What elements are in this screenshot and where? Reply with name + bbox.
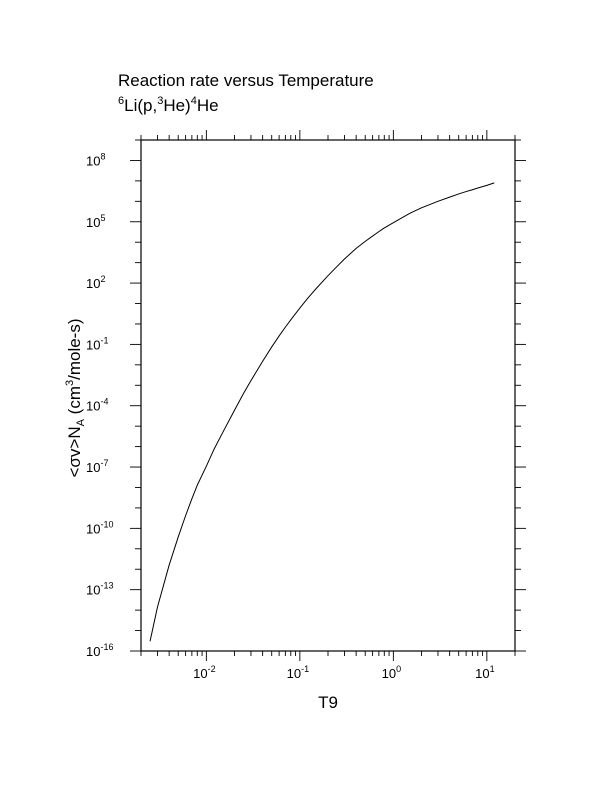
chart-title: Reaction rate versus Temperature <box>118 71 374 90</box>
y-tick-label: 10-1 <box>86 335 108 352</box>
x-tick-label: 10-1 <box>287 664 309 681</box>
subtitle-part1: Li(p, <box>124 96 157 115</box>
subtitle-sup1: 6 <box>118 95 124 107</box>
y-tick-label: 105 <box>86 213 105 230</box>
major-ticks <box>130 130 526 661</box>
x-tick-label: 100 <box>382 664 401 681</box>
subtitle-sup3: 4 <box>191 95 197 107</box>
y-tick-label: 10-13 <box>86 581 113 598</box>
y-tick-label: 10-16 <box>86 642 113 659</box>
minor-ticks <box>135 135 521 656</box>
y-tick-label: 10-4 <box>86 397 108 414</box>
ylabel-part3: /mole-s) <box>65 318 84 379</box>
chart-subtitle: 6Li(p,3He)4He <box>118 95 219 115</box>
y-axis-label: <σv>NA (cm3/mole-s) <box>64 318 87 477</box>
y-tick-label: 10-10 <box>86 519 113 536</box>
series-line <box>149 182 495 642</box>
x-tick-label: 101 <box>475 664 494 681</box>
plot-frame <box>140 139 516 652</box>
y-tick-label: 10-7 <box>86 458 108 475</box>
ylabel-part2: (cm <box>65 386 84 419</box>
ylabel-part1: <σv>N <box>65 426 84 477</box>
subtitle-sup2: 3 <box>157 95 163 107</box>
y-tick-label: 108 <box>86 151 105 168</box>
x-tick-label: 10-2 <box>193 664 215 681</box>
ylabel-sup: 3 <box>64 380 76 386</box>
y-tick-label: 102 <box>86 274 105 291</box>
subtitle-part2: He) <box>163 96 190 115</box>
subtitle-part3: He <box>197 96 219 115</box>
x-tick-labels: 10-2 10-1 100 101 <box>193 664 494 681</box>
series-layer <box>149 182 495 642</box>
y-tick-labels: 10-16 10-13 10-10 10-7 10-4 10-1 102 105 108 <box>86 151 113 659</box>
ylabel-sub: A <box>75 418 87 426</box>
x-axis-label: T9 <box>318 693 338 712</box>
